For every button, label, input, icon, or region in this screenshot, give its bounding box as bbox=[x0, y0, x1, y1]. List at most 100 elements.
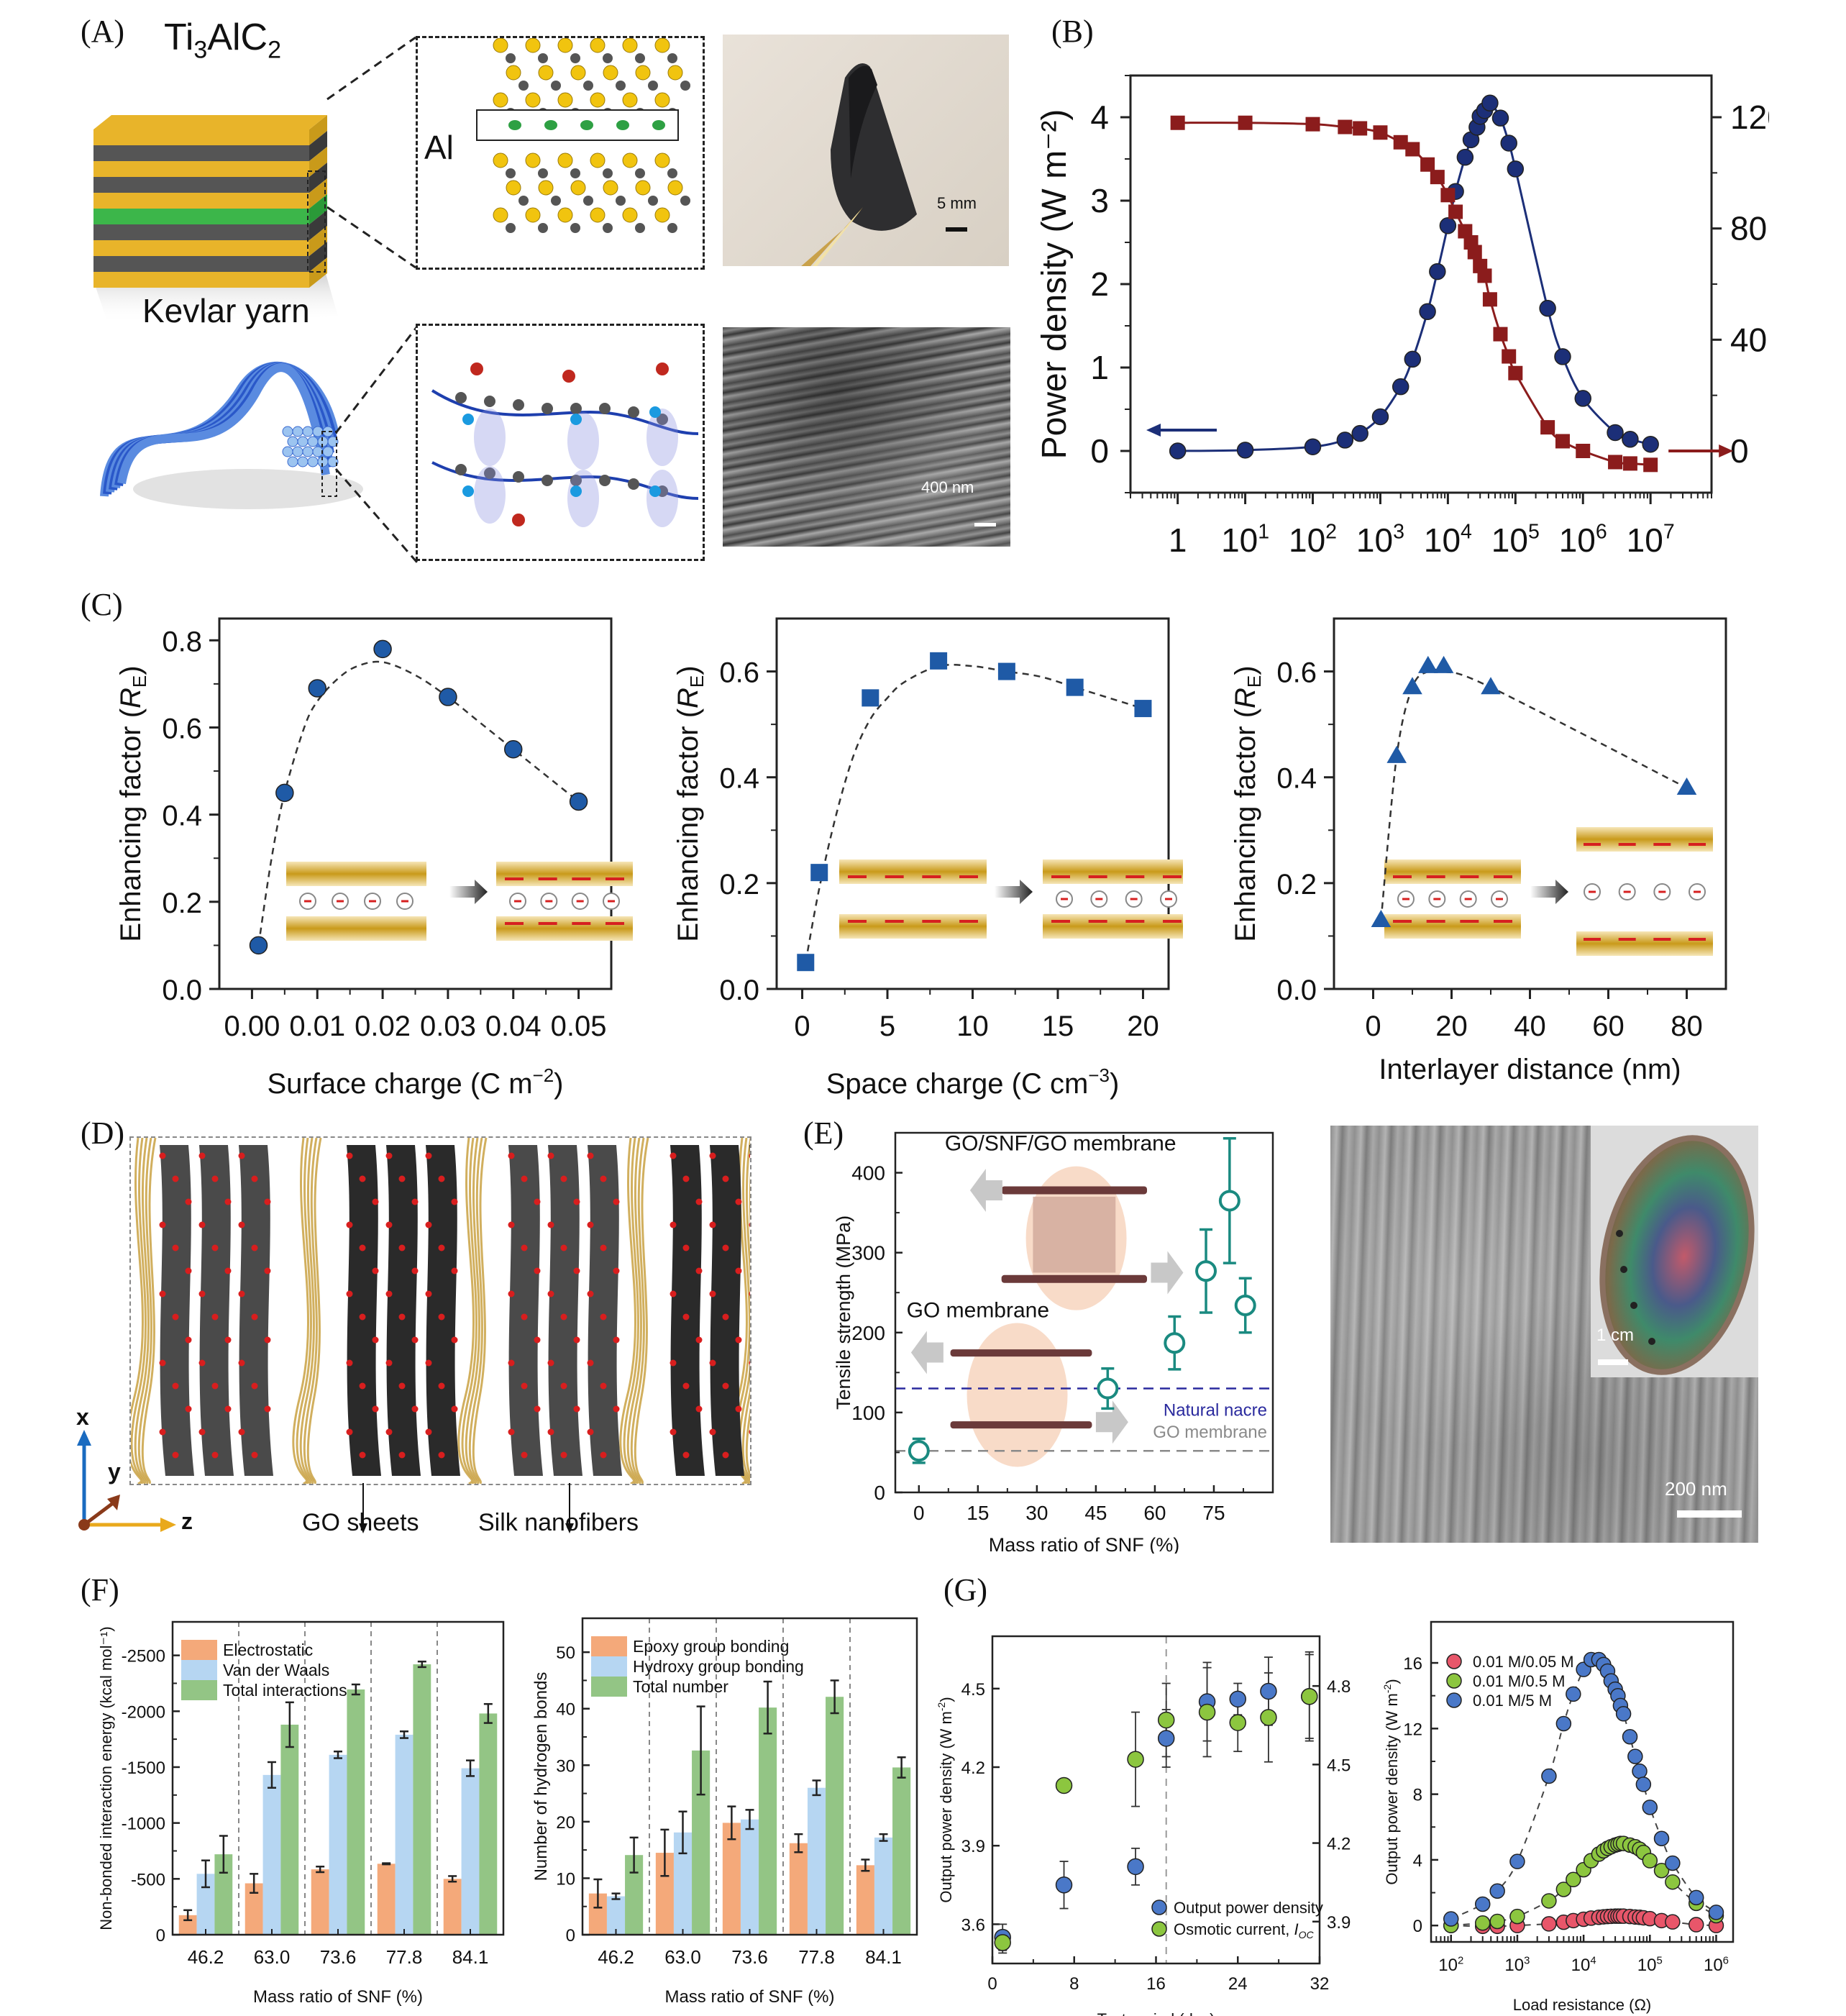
transition-arrow bbox=[995, 880, 1033, 904]
yarn-strand bbox=[117, 363, 330, 485]
data-point bbox=[1491, 109, 1509, 127]
oxygen-group bbox=[560, 1313, 567, 1321]
legend-label: Osmotic current, IOC bbox=[1174, 1920, 1314, 1940]
material-layer-side bbox=[309, 242, 327, 272]
y-axis-label: Non-bonded interaction energy (kcal mol⁻… bbox=[97, 1626, 115, 1930]
oxygen-group bbox=[682, 1175, 690, 1182]
nitrogen-atom bbox=[570, 414, 582, 425]
data-point bbox=[1642, 435, 1659, 453]
legend-label: 0.01 M/0.5 M bbox=[1473, 1672, 1565, 1690]
legend-label: 0.01 M/0.05 M bbox=[1473, 1653, 1574, 1671]
oxygen-group bbox=[508, 1152, 515, 1159]
legend-swatch bbox=[181, 1640, 217, 1660]
y-tick-label: 4.2 bbox=[961, 1759, 985, 1778]
oxygen-group bbox=[613, 1336, 620, 1344]
oxygen-group bbox=[172, 1244, 179, 1251]
channel-wall-top bbox=[286, 862, 426, 886]
data-point bbox=[1642, 1853, 1658, 1869]
data-point bbox=[1489, 1913, 1505, 1930]
oxygen-group bbox=[238, 1290, 245, 1297]
y-tick-label: 0 bbox=[1413, 1917, 1422, 1936]
ti-atom bbox=[654, 37, 670, 53]
data-point bbox=[1474, 1896, 1491, 1912]
al-atom bbox=[508, 120, 521, 130]
y2-tick-label: 4.5 bbox=[1327, 1756, 1351, 1775]
y-tick-label: 8 bbox=[1413, 1786, 1422, 1805]
oxygen-group bbox=[346, 1290, 353, 1297]
x-tick-label: 32 bbox=[1310, 1974, 1330, 1994]
data-point bbox=[1055, 1876, 1073, 1894]
c-atom bbox=[680, 81, 690, 91]
x-tick-label: 77.8 bbox=[386, 1946, 423, 1968]
x-tick-label: 63.0 bbox=[254, 1946, 291, 1968]
hydrogen-bond-region bbox=[474, 409, 506, 466]
y-tick-label: -500 bbox=[131, 1870, 165, 1889]
yarn-fiber-end bbox=[312, 426, 324, 437]
hydrogen-bond-region bbox=[646, 470, 678, 527]
y-tick-label: -2000 bbox=[122, 1702, 165, 1722]
ti-atom bbox=[603, 180, 618, 196]
oxygen-group bbox=[587, 1359, 594, 1367]
data-point bbox=[1304, 438, 1322, 455]
scale-label-1cm: 1 cm bbox=[1596, 1326, 1635, 1345]
ti-atom bbox=[557, 92, 573, 108]
c-atom bbox=[551, 196, 561, 206]
data-point bbox=[1218, 1190, 1240, 1212]
oxygen-group bbox=[159, 1428, 166, 1436]
oxygen-group bbox=[722, 1313, 729, 1321]
oxygen-group bbox=[211, 1382, 219, 1390]
channel-wall-top bbox=[1384, 859, 1521, 884]
oxygen-group bbox=[573, 1405, 580, 1413]
x-axis-label: Space charge (C cm−3) bbox=[826, 1064, 1120, 1100]
nitrogen-atom bbox=[462, 485, 474, 497]
carbon-atom bbox=[455, 392, 467, 403]
panel-label-a: (A) bbox=[81, 14, 125, 49]
c-atom bbox=[603, 168, 613, 178]
data-point bbox=[1440, 188, 1456, 203]
oxygen-group bbox=[670, 1290, 677, 1297]
x-tick-label: 80 bbox=[1671, 1011, 1703, 1042]
data-point bbox=[1429, 263, 1446, 280]
hydrogen-bond-region bbox=[567, 470, 599, 527]
legend-swatch bbox=[181, 1660, 217, 1680]
oxygen-group bbox=[411, 1405, 419, 1413]
c-atom bbox=[635, 53, 645, 63]
material-layer-side bbox=[309, 194, 327, 224]
carbon-atom bbox=[570, 475, 582, 486]
bar bbox=[377, 1864, 396, 1935]
oxygen-group bbox=[521, 1382, 528, 1390]
oxygen-group bbox=[264, 1336, 271, 1344]
oxygen-group bbox=[251, 1382, 258, 1390]
data-point bbox=[1404, 350, 1422, 368]
data-point bbox=[1676, 777, 1697, 795]
legend-swatch bbox=[591, 1636, 627, 1656]
oxygen-group bbox=[159, 1359, 166, 1367]
title-part: Ti bbox=[164, 17, 194, 58]
force-arrow bbox=[969, 1169, 1002, 1212]
c-atom bbox=[583, 196, 593, 206]
channel-schematic-inset bbox=[286, 862, 633, 941]
oxygen-group bbox=[211, 1313, 219, 1321]
data-point bbox=[930, 652, 948, 670]
x-tick-label: 106 bbox=[1704, 1955, 1729, 1975]
data-point bbox=[1665, 1855, 1681, 1871]
annotation-go-snf-go: GO/SNF/GO membrane bbox=[945, 1131, 1176, 1155]
oxygen-group bbox=[560, 1244, 567, 1251]
oxygen-group bbox=[534, 1267, 541, 1274]
legend-swatch bbox=[591, 1656, 627, 1677]
y-axis-label: Enhancing factor (RE) bbox=[672, 665, 708, 941]
al-atom bbox=[652, 120, 665, 130]
y-tick-label: 20 bbox=[556, 1813, 575, 1833]
c-atom bbox=[570, 223, 580, 233]
x-tick-label: 102 bbox=[1289, 521, 1337, 559]
data-point bbox=[1632, 1763, 1648, 1779]
ti-atom bbox=[622, 92, 638, 108]
carbon-atom bbox=[513, 399, 524, 411]
y-tick-label: 40 bbox=[556, 1700, 575, 1720]
ti-atom bbox=[635, 180, 651, 196]
data-point bbox=[1055, 1776, 1073, 1794]
data-point bbox=[1066, 678, 1084, 696]
oxygen-group bbox=[346, 1359, 353, 1367]
carbon-atom bbox=[542, 475, 553, 486]
